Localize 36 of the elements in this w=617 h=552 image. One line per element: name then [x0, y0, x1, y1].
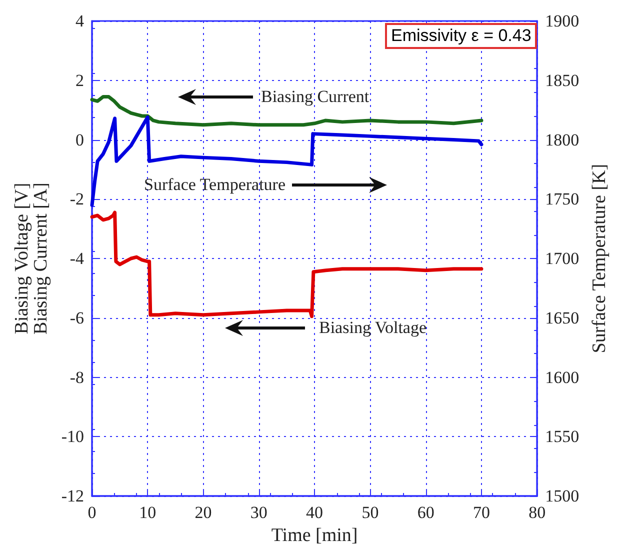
- y2-axis-title: Surface Temperature [K]: [589, 164, 610, 354]
- annotation: Biasing Current: [261, 87, 370, 107]
- x-tick-label: 80: [528, 503, 546, 522]
- x-tick-label: 70: [472, 503, 490, 522]
- y-tick-label: 4: [76, 12, 84, 30]
- y2-tick-label: 1600: [545, 368, 580, 387]
- y-tick-label: -8: [70, 368, 84, 387]
- x-tick-label: 50: [362, 503, 379, 522]
- x-tick-label: 10: [139, 503, 156, 522]
- y2-tick-label: 1850: [545, 70, 580, 90]
- x-axis-title: Time [min]: [271, 525, 358, 546]
- annotation: Biasing Voltage: [319, 318, 427, 338]
- y-tick-label: 0: [76, 130, 84, 150]
- y2-tick-label: 1900: [545, 12, 580, 30]
- line-series: [90, 210, 484, 318]
- y2-tick-label: 1750: [545, 190, 580, 209]
- annotation: Emissivity ε = 0.43: [385, 23, 538, 49]
- x-tick-label: 0: [88, 503, 96, 522]
- annotation: Surface Temperature: [144, 175, 286, 195]
- y-tick-label: -4: [70, 249, 84, 268]
- y-tick-label: -12: [61, 486, 84, 506]
- x-tick-label: 30: [250, 503, 268, 522]
- y-tick-label: -6: [70, 308, 84, 328]
- y-tick-label: -2: [70, 190, 84, 209]
- y-axis-title: Biasing Voltage [V] Biasing Current [A]: [11, 182, 52, 334]
- y2-tick-label: 1500: [545, 486, 580, 506]
- x-tick-label: 20: [194, 503, 212, 522]
- x-tick-label: 40: [306, 503, 324, 522]
- y-tick-label: -10: [61, 427, 84, 446]
- line-series: [90, 115, 484, 207]
- y2-tick-label: 1650: [545, 308, 580, 328]
- y2-tick-label: 1700: [545, 249, 580, 268]
- y2-tick-label: 1800: [545, 130, 580, 150]
- x-tick-label: 60: [417, 503, 434, 522]
- y2-tick-label: 1550: [545, 427, 580, 446]
- y-tick-label: 2: [76, 70, 84, 90]
